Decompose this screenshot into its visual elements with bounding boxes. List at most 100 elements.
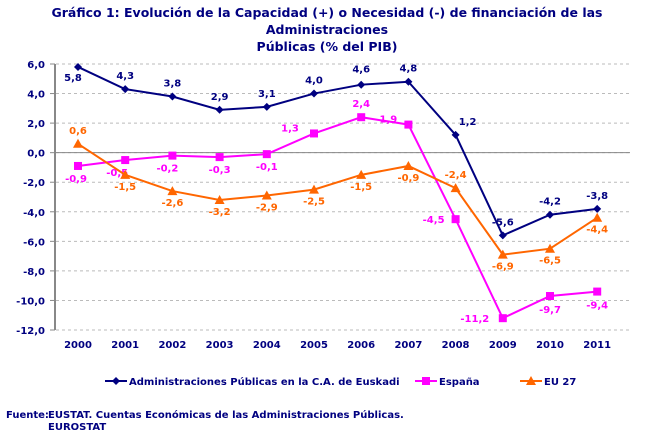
- x-tick-label: 2004: [253, 340, 281, 351]
- data-point: [168, 92, 177, 101]
- x-tick-label: 2001: [111, 340, 139, 351]
- data-point: [451, 130, 460, 139]
- data-label: 4,3: [116, 71, 134, 82]
- data-label: 2,9: [211, 92, 229, 103]
- data-label: -9,4: [586, 301, 608, 312]
- x-tick-label: 2008: [442, 340, 470, 351]
- data-point: [121, 156, 130, 165]
- data-point: [357, 113, 366, 122]
- legend-label: Administraciones Públicas en la C.A. de …: [129, 376, 400, 388]
- data-point: [450, 183, 461, 193]
- data-point: [546, 210, 554, 219]
- data-label: -4,5: [423, 215, 445, 226]
- series-line: [77, 142, 598, 256]
- x-tick-label: 2006: [347, 340, 375, 351]
- data-label: 4,6: [352, 65, 370, 76]
- data-label: 1,9: [380, 115, 398, 126]
- data-label: 5,8: [64, 73, 82, 84]
- y-tick-label: -10,0: [16, 296, 45, 307]
- data-point: [74, 161, 82, 170]
- data-point: [261, 190, 272, 200]
- data-label: -0,2: [156, 164, 178, 175]
- data-label: -2,6: [161, 198, 183, 209]
- legend-marker: [112, 377, 120, 385]
- data-point: [262, 102, 271, 111]
- data-point: [404, 120, 413, 129]
- data-point: [215, 105, 224, 114]
- title-line-1: Gráfico 1: Evolución de la Capacidad (+)…: [51, 5, 603, 37]
- data-label: -1,5: [350, 182, 372, 193]
- data-label: 3,8: [164, 79, 182, 90]
- legend-marker: [526, 376, 536, 385]
- data-label: 4,8: [400, 64, 418, 75]
- data-label: -4,2: [539, 197, 561, 208]
- y-tick-label: 0,0: [27, 149, 45, 160]
- y-tick-label: 6,0: [27, 60, 45, 71]
- data-label: -0,3: [209, 165, 231, 176]
- data-point: [404, 77, 413, 86]
- data-point: [167, 186, 178, 196]
- y-tick-label: -12,0: [16, 326, 45, 337]
- y-tick-label: -8,0: [23, 267, 45, 278]
- data-point: [120, 169, 131, 179]
- series-line: [77, 116, 598, 320]
- x-tick-label: 2000: [64, 340, 92, 351]
- legend-label: España: [439, 377, 480, 388]
- data-point: [121, 85, 130, 94]
- data-point: [593, 204, 602, 213]
- data-point: [310, 129, 318, 138]
- data-label: -9,7: [539, 305, 561, 316]
- data-point: [403, 160, 414, 170]
- x-tick-label: 2010: [536, 340, 564, 351]
- data-label: -3,2: [209, 207, 231, 218]
- data-label: -0,1: [256, 162, 278, 173]
- data-point: [498, 314, 507, 323]
- data-label: -2,9: [256, 203, 278, 214]
- data-point: [262, 150, 271, 159]
- data-point: [357, 80, 366, 89]
- data-point: [593, 287, 602, 296]
- x-tick-label: 2002: [158, 340, 186, 351]
- source-note: Fuente: EUSTAT. Cuentas Económicas de la…: [6, 410, 404, 433]
- data-label: -3,8: [586, 191, 608, 202]
- legend-label: EU 27: [544, 377, 576, 388]
- chart-title: Gráfico 1: Evolución de la Capacidad (+)…: [0, 4, 654, 55]
- source-line-2: EUROSTAT: [48, 422, 107, 433]
- data-point: [74, 62, 82, 71]
- legend-marker: [422, 377, 430, 385]
- title-line-2: Públicas (% del PIB): [256, 39, 398, 54]
- series-line: [77, 66, 598, 237]
- data-point: [546, 292, 554, 301]
- data-label: 1,3: [281, 123, 299, 134]
- data-label: -6,5: [539, 256, 561, 267]
- x-tick-label: 2009: [489, 340, 517, 351]
- data-point: [73, 138, 83, 148]
- data-point: [356, 169, 367, 179]
- data-point: [309, 184, 319, 194]
- y-tick-label: -4,0: [23, 208, 45, 219]
- y-tick-label: 2,0: [27, 119, 45, 130]
- data-point: [545, 243, 555, 253]
- y-tick-label: 4,0: [27, 90, 45, 101]
- data-label: 1,2: [459, 117, 477, 128]
- data-label: 4,0: [305, 76, 323, 87]
- source-line-1: EUSTAT. Cuentas Económicas de las Admini…: [48, 410, 404, 421]
- data-label: -4,4: [586, 225, 608, 236]
- data-label: -11,2: [460, 314, 489, 325]
- data-label: -1,5: [114, 182, 136, 193]
- data-label: 0,6: [69, 126, 87, 137]
- x-tick-label: 2005: [300, 340, 328, 351]
- data-point: [215, 153, 224, 162]
- data-point: [310, 89, 318, 98]
- data-label: -0,9: [65, 174, 87, 185]
- data-point: [168, 151, 177, 160]
- x-tick-label: 2003: [206, 340, 234, 351]
- data-point: [498, 231, 507, 240]
- data-label: 2,4: [352, 99, 370, 110]
- data-label: -2,4: [445, 170, 467, 181]
- data-point: [592, 212, 603, 222]
- y-tick-label: -2,0: [23, 178, 45, 189]
- y-tick-label: -6,0: [23, 237, 45, 248]
